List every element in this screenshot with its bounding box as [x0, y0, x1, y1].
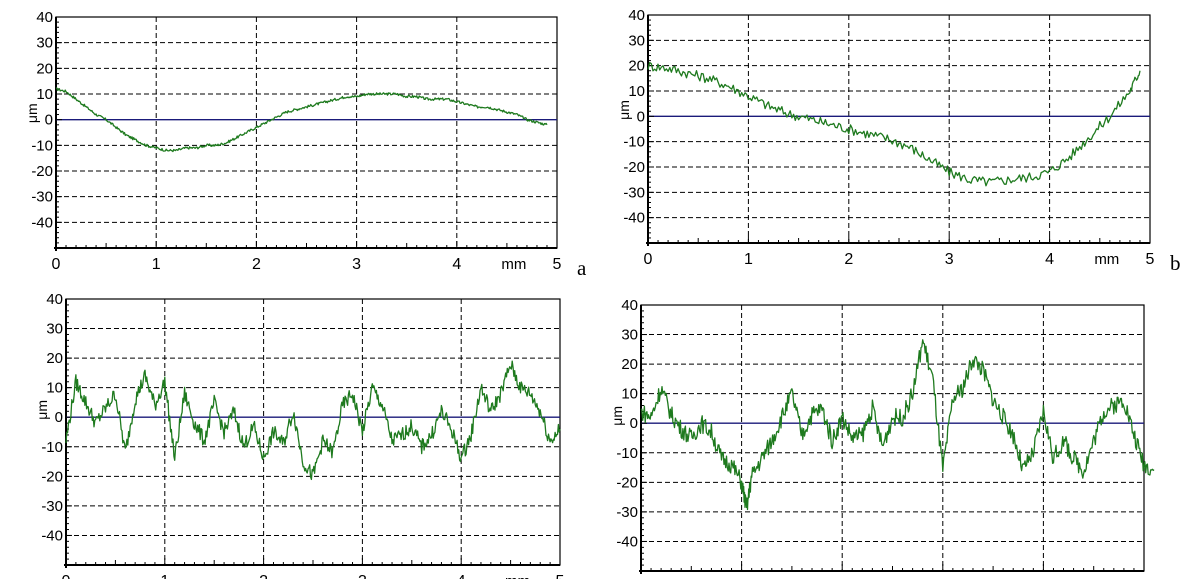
- y-tick-label: -30: [616, 504, 638, 521]
- x-tick-label: 2: [259, 573, 268, 579]
- x-tick-label: 5: [553, 256, 562, 273]
- profile-series-line: [647, 61, 1141, 187]
- x-tick-label: 5: [556, 573, 565, 579]
- profile-series-line: [640, 339, 1155, 511]
- y-axis-label: μm: [24, 103, 40, 123]
- x-tick-label: 3: [945, 251, 954, 268]
- y-tick-label: -20: [616, 474, 638, 491]
- y-tick-label: -10: [41, 439, 63, 456]
- x-tick-label: 3: [352, 256, 361, 273]
- x-tick-label: 0: [52, 256, 61, 273]
- x-tick-label: 4: [1045, 251, 1054, 268]
- x-tick-label: 1: [160, 573, 169, 579]
- x-axis-label: mm: [1094, 251, 1119, 268]
- y-tick-label: -30: [31, 189, 53, 206]
- y-axis-label: μm: [609, 406, 625, 426]
- y-tick-label: -10: [616, 445, 638, 462]
- chart-panel-a: 40 30 20 10 0 -10 -20 -30 -40 0 1 2 3 4 5 mm μm a: [24, 9, 587, 280]
- y-tick-label: 30: [36, 35, 53, 52]
- chart-panel-b: 40 30 20 10 0 -10 -20 -30 -40 0 1 2 3 4 5 mm μm b: [616, 7, 1181, 275]
- x-tick-label: 5: [1146, 251, 1155, 268]
- x-tick-label: 2: [844, 251, 853, 268]
- y-tick-label: 10: [46, 380, 63, 397]
- x-tick-label: 0: [644, 251, 653, 268]
- y-tick-label: -10: [623, 134, 645, 151]
- y-tick-label: -40: [623, 210, 645, 227]
- panel-label: c: [580, 573, 589, 579]
- y-axis-label: μm: [616, 100, 632, 120]
- x-tick-label: 3: [358, 573, 367, 579]
- x-tick-label: 1: [152, 256, 161, 273]
- x-tick-label: 2: [252, 256, 261, 273]
- y-tick-label: -30: [41, 498, 63, 515]
- y-tick-label: 30: [621, 327, 638, 344]
- y-tick-label: -40: [31, 214, 53, 231]
- plot-frame: [647, 14, 1151, 244]
- y-tick-label: -10: [31, 137, 53, 154]
- y-axis-label: μm: [34, 400, 50, 420]
- y-tick-label: 0: [637, 108, 645, 125]
- y-tick-label: 30: [46, 321, 63, 338]
- profile-series-line: [55, 87, 548, 153]
- x-tick-label: 1: [744, 251, 753, 268]
- y-tick-label: 0: [630, 415, 638, 432]
- y-tick-label: -20: [41, 468, 63, 485]
- y-tick-label: 20: [628, 58, 645, 75]
- y-tick-label: 10: [621, 386, 638, 403]
- y-tick-label: -40: [616, 533, 638, 550]
- plot-frame: [640, 304, 1145, 572]
- y-tick-label: -20: [623, 159, 645, 176]
- x-tick-label: 0: [62, 573, 71, 579]
- y-tick-label: 10: [628, 83, 645, 100]
- profile-series-line: [65, 360, 561, 481]
- y-tick-label: -40: [41, 527, 63, 544]
- panel-label: a: [577, 256, 587, 280]
- y-tick-label: 10: [36, 86, 53, 103]
- chart-panel-c: 40 30 20 10 0 -10 -20 -30 -40 0 1 2 3 4 5 mm μm c: [34, 291, 589, 579]
- panel-label: b: [1170, 251, 1181, 275]
- y-tick-label: 0: [45, 112, 53, 129]
- y-tick-label: 40: [621, 297, 638, 314]
- plot-frame: [65, 298, 561, 566]
- y-tick-label: 40: [628, 7, 645, 24]
- y-tick-label: 0: [55, 409, 63, 426]
- y-tick-label: 30: [628, 32, 645, 49]
- y-tick-label: 20: [46, 350, 63, 367]
- y-tick-label: 40: [36, 9, 53, 26]
- y-tick-label: -20: [31, 163, 53, 180]
- y-tick-label: -30: [623, 184, 645, 201]
- x-tick-label: 4: [452, 256, 461, 273]
- plot-frame: [55, 16, 558, 249]
- y-tick-label: 20: [621, 356, 638, 373]
- x-tick-label: 4: [457, 573, 466, 579]
- y-tick-label: 40: [46, 291, 63, 308]
- x-axis-label: mm: [501, 256, 526, 273]
- x-axis-label: mm: [505, 573, 530, 579]
- y-tick-label: 20: [36, 60, 53, 77]
